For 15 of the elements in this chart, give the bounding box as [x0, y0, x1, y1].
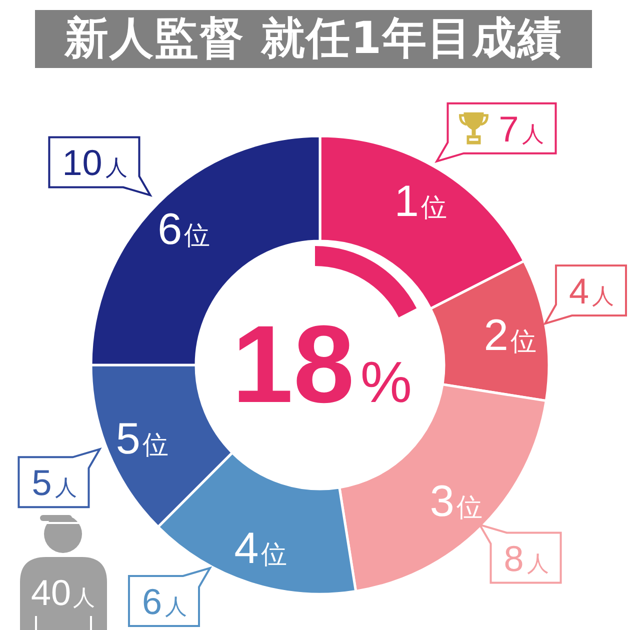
text: 18%	[232, 303, 412, 426]
data-label: 4人	[568, 270, 614, 312]
data-label: 8人	[504, 538, 549, 579]
text: 40人	[30, 572, 96, 613]
slice-label: 3位	[430, 477, 482, 526]
slice-label: 2位	[484, 310, 536, 360]
data-label: 5人	[32, 462, 77, 504]
slice-label: 1位	[394, 176, 447, 226]
slice-label: 5位	[116, 414, 168, 464]
slice-label: 6位	[158, 204, 210, 254]
data-label: 10人	[62, 142, 128, 184]
chart-title: 新人監督 就任1年目成績	[64, 13, 562, 64]
data-label: 6人	[142, 581, 188, 622]
slice-label: 4位	[234, 524, 287, 574]
data-label: 7人	[498, 108, 544, 150]
